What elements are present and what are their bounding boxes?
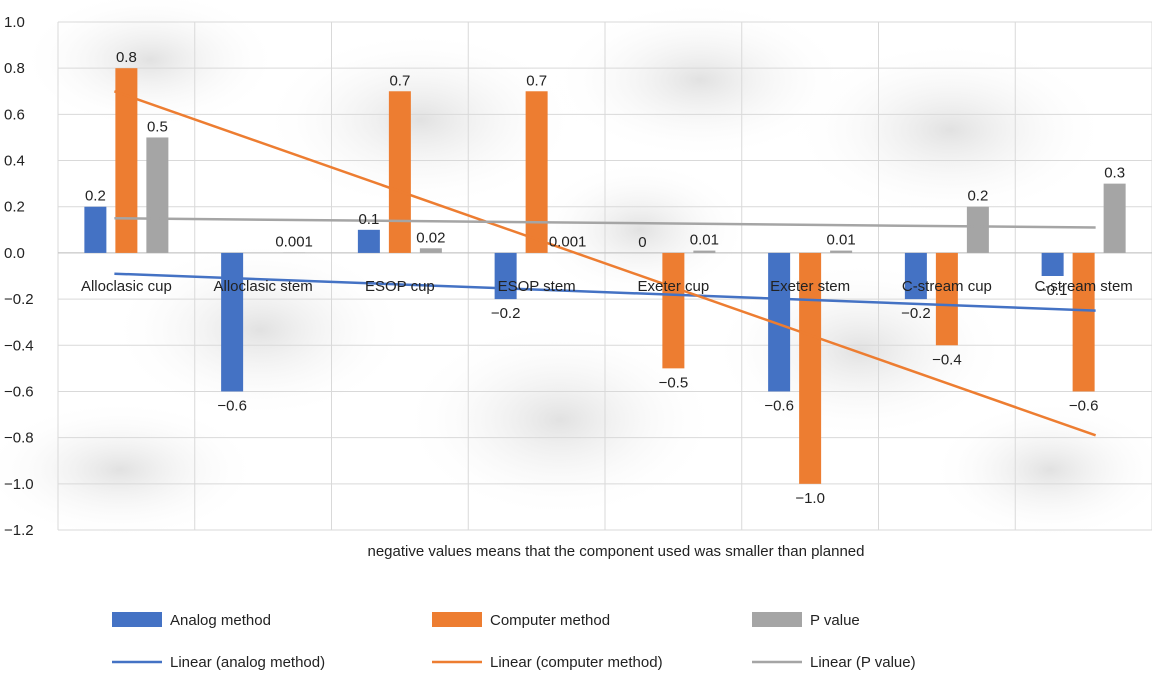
data-label: 0.001	[275, 234, 313, 251]
category-label: Alloclasic cup	[81, 278, 172, 295]
y-tick-label: −1.2	[4, 522, 34, 539]
bar-analog-method	[84, 206, 107, 253]
bar-computer-method	[1072, 252, 1095, 392]
data-label: −0.6	[1069, 397, 1099, 414]
data-label: −1.0	[795, 490, 825, 507]
legend-label: P value	[810, 612, 860, 629]
data-label: −0.6	[217, 397, 247, 414]
bar-analog-method	[768, 252, 791, 392]
data-label: −0.2	[491, 305, 521, 322]
category-label: Alloclasic stem	[214, 278, 313, 295]
legend: Analog method Computer method P value Linea…	[112, 612, 916, 671]
y-tick-label: −0.4	[4, 337, 34, 354]
y-tick-label: −1.0	[4, 476, 34, 493]
category-label: Exeter stem	[770, 278, 850, 295]
data-label: −0.5	[659, 374, 689, 391]
background-blotch	[260, 30, 580, 210]
background-blotch	[20, 0, 280, 130]
background-texture	[0, 0, 1152, 540]
bar-computer-method	[935, 252, 958, 346]
x-axis-title: negative values means that the component…	[368, 543, 865, 560]
data-label: −0.4	[932, 351, 962, 368]
data-labels: 0.2 −0.6 0.1 −0.2 0 −0.6 −0.2 −0.1 0.8 0.7 0.7 −0.5…	[85, 49, 1125, 507]
legend-label: Linear (analog method)	[170, 654, 325, 671]
y-tick-label: −0.2	[4, 291, 34, 308]
y-tick-label: 0.8	[4, 60, 25, 77]
legend-label: Analog method	[170, 612, 271, 629]
trendline-linear-analog-method	[114, 272, 1096, 312]
bar-analog-method	[1041, 252, 1064, 276]
background-blotch	[530, 160, 750, 300]
data-label: 0.3	[1104, 165, 1125, 182]
y-tick-label: 0.4	[4, 153, 25, 170]
y-tick-label: −0.6	[4, 383, 34, 400]
bar-p-value	[146, 137, 169, 253]
bar-analog-method	[904, 252, 927, 300]
trendlines	[113, 90, 1097, 437]
bar-analog-method	[357, 229, 380, 253]
legend-label: Linear (P value)	[810, 654, 916, 671]
bar-p-value	[830, 250, 853, 253]
category-label: C-stream stem	[1034, 278, 1132, 295]
legend-label: Linear (computer method)	[490, 654, 663, 671]
category-label: ESOP stem	[498, 278, 576, 295]
bar-p-value	[419, 248, 442, 253]
bar-p-value	[966, 206, 989, 253]
bars	[84, 68, 1126, 484]
bar-computer-method	[525, 91, 548, 253]
bar-computer-method	[799, 252, 822, 484]
bar-computer-method	[115, 68, 138, 253]
data-label: 0.02	[416, 229, 445, 246]
legend-swatch	[432, 612, 482, 627]
y-tick-label: 1.0	[4, 14, 25, 31]
category-label: C-stream cup	[902, 278, 992, 295]
data-label: −0.2	[901, 305, 931, 322]
data-label: 0.8	[116, 49, 137, 66]
legend-swatch	[112, 612, 162, 627]
bar-computer-method	[388, 91, 411, 253]
background-blotch	[930, 400, 1152, 540]
data-label: 0	[638, 234, 646, 251]
bar-p-value	[693, 250, 716, 253]
data-label: 0.7	[526, 72, 547, 89]
background-blotch	[400, 320, 720, 520]
background-blotch	[0, 400, 260, 540]
background-blotch	[110, 240, 410, 420]
data-label: 0.2	[967, 188, 988, 205]
category-label: Exeter cup	[638, 278, 710, 295]
data-label: −0.6	[764, 397, 794, 414]
background-blotch	[550, 0, 850, 160]
bar-computer-method	[662, 252, 685, 369]
y-tick-label: 0.6	[4, 106, 25, 123]
data-label: 0.7	[389, 72, 410, 89]
data-label: 0.2	[85, 188, 106, 205]
category-labels: Alloclasic cup Alloclasic stem ESOP cup ESO…	[81, 278, 1133, 295]
data-label: −0.1	[1038, 282, 1068, 299]
data-label: 0.5	[147, 118, 168, 135]
trendline-linear-p-value	[114, 217, 1096, 229]
data-label: 0.001	[549, 234, 587, 251]
trendline-linear-computer-method	[113, 90, 1097, 437]
legend-swatch	[752, 612, 802, 627]
data-label: 0.01	[827, 232, 856, 249]
background-blotch	[790, 40, 1110, 220]
data-label: 0.1	[358, 211, 379, 228]
category-label: ESOP cup	[365, 278, 435, 295]
y-axis: 1.0 0.8 0.6 0.4 0.2 0.0 −0.2 −0.4 −0.6 −0.8 −1.0 −1…	[4, 14, 34, 539]
bar-analog-method	[221, 252, 244, 392]
y-tick-label: −0.8	[4, 430, 34, 447]
data-label: 0.01	[690, 232, 719, 249]
y-tick-label: 0.0	[4, 245, 25, 262]
y-tick-label: 0.2	[4, 199, 25, 216]
bar-p-value	[1103, 183, 1126, 253]
legend-label: Computer method	[490, 612, 610, 629]
